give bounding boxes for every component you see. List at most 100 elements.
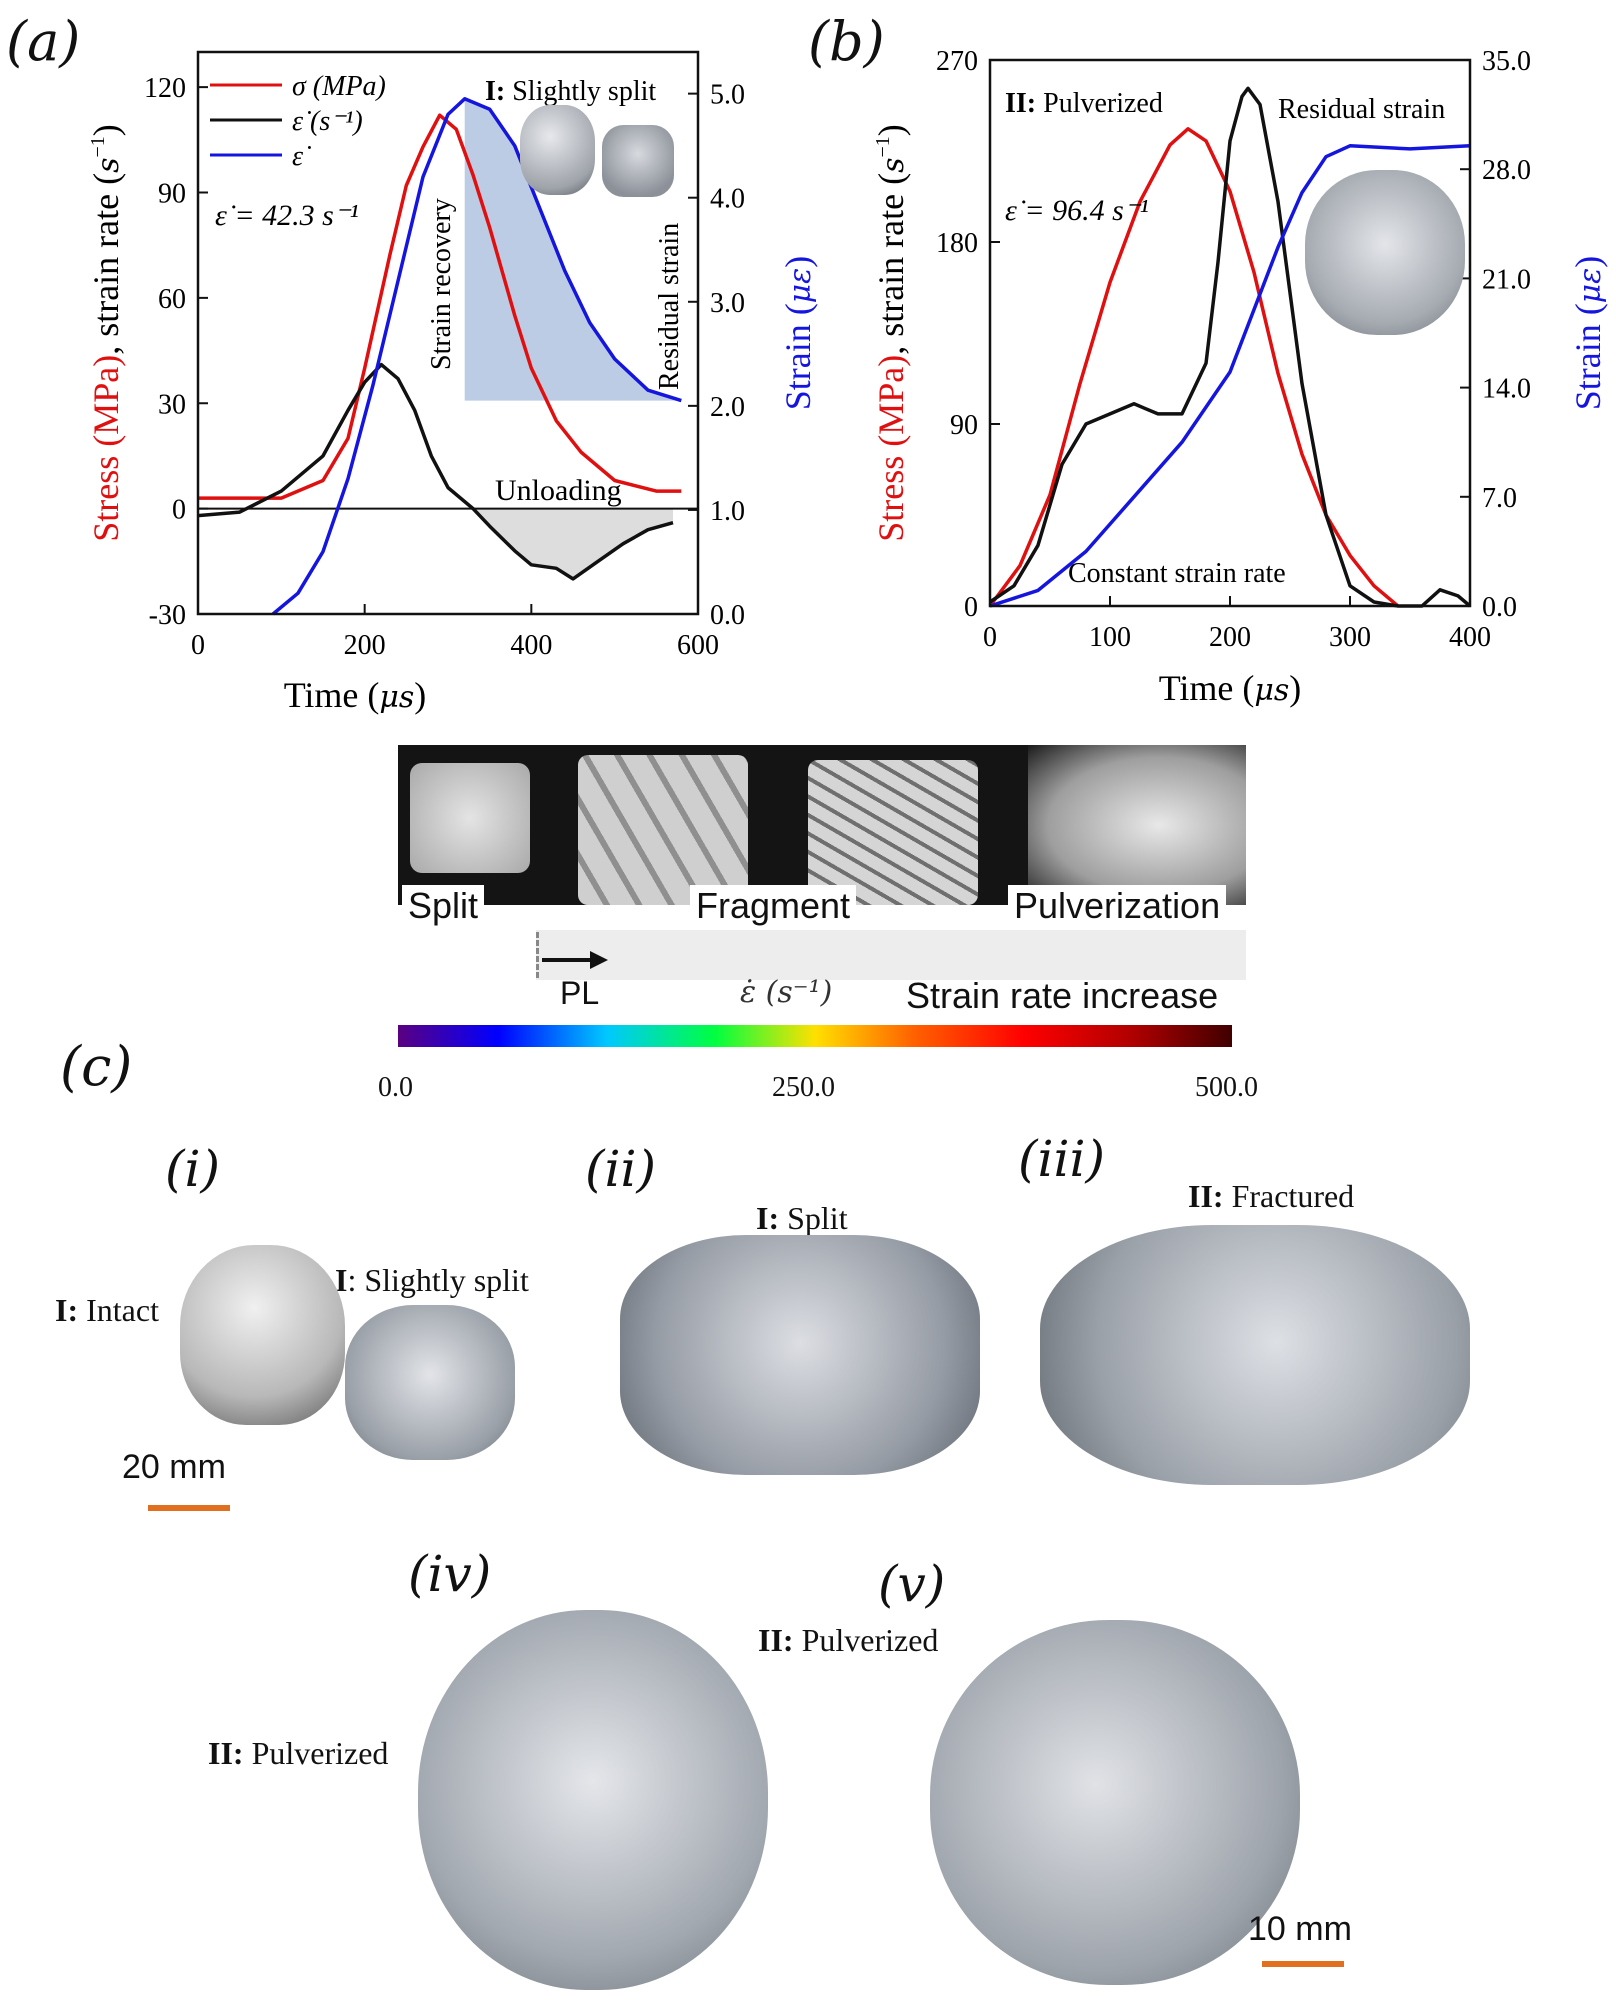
chart-b-xlabel: Time (μs) bbox=[1159, 668, 1302, 708]
chart-a-ylabel-right: Strain (με) bbox=[778, 256, 818, 411]
chart-b-ytick-right-1: 7.0 bbox=[1482, 483, 1517, 514]
scale-bar-20mm bbox=[148, 1505, 230, 1511]
legend-a-0: σ (MPa) bbox=[292, 71, 386, 102]
sample-i-caption-intact: I: Intact bbox=[55, 1292, 159, 1328]
sample-v-caption: II: Pulverized bbox=[758, 1622, 939, 1658]
chart-a-frame bbox=[196, 50, 700, 616]
sample-ii-label: (ii) bbox=[585, 1140, 656, 1198]
chart-a-ytick-5: 120 bbox=[144, 73, 186, 104]
scale-label-10mm: 10 mm bbox=[1248, 1910, 1352, 1948]
chart-a-series-2 bbox=[271, 97, 682, 616]
arrow-right-icon bbox=[542, 951, 608, 969]
inset-a-sample-image bbox=[520, 105, 680, 205]
chart-a-ytick-4: 90 bbox=[158, 179, 186, 210]
chart-b-ytick-0: 0 bbox=[964, 592, 978, 623]
chart-b: 0 100 200 300 400 0 90 180 270 0.0 7.0 14.0 21.0 28.0… bbox=[871, 46, 1608, 708]
strain-rate-increase-label: Strain rate increase bbox=[906, 975, 1219, 1016]
pl-label: PL bbox=[560, 975, 600, 1011]
legend-a-1: ε̇ (s⁻¹) bbox=[292, 106, 363, 137]
chart-a-xtick-0: 0 bbox=[191, 630, 205, 661]
chart-b-ytick-right-3: 21.0 bbox=[1482, 264, 1531, 295]
chart-a-xlabel: Time (μs) bbox=[284, 675, 427, 715]
chart-a-ytick-right-0: 0.0 bbox=[710, 600, 745, 631]
chart-a-xtick-3: 600 bbox=[677, 630, 719, 661]
sample-i-caption-split: I: Slightly split bbox=[335, 1262, 529, 1298]
chart-a-recovery: Strain recovery bbox=[426, 198, 457, 370]
chart-b-xtick-2: 200 bbox=[1209, 622, 1251, 653]
chart-a-state: I: Slightly split bbox=[485, 76, 656, 107]
sample-i-label: (i) bbox=[165, 1140, 221, 1198]
chart-b-residual: Residual strain bbox=[1278, 94, 1445, 125]
chart-a-ytick-right-4: 4.0 bbox=[710, 184, 745, 215]
chart-a-rate-annotation: ε̇ = 42.3 s⁻¹ bbox=[215, 199, 359, 232]
chart-b-state: II: Pulverized bbox=[1005, 88, 1163, 119]
chart-b-xtick-3: 300 bbox=[1329, 622, 1371, 653]
chart-b-xtick-1: 100 bbox=[1089, 622, 1131, 653]
sample-i-intact-image bbox=[180, 1245, 345, 1425]
chart-a-ylabel-left: Stress (MPa), strain rate (s−1) bbox=[86, 124, 126, 542]
panel-b-label: (b) bbox=[808, 10, 885, 73]
chart-a-xtick-2: 400 bbox=[510, 630, 552, 661]
rate-symbol: ε̇ (s⁻¹) bbox=[740, 975, 833, 1010]
chart-b-ytick-2: 180 bbox=[936, 228, 978, 259]
colorbar-tick-2: 500.0 bbox=[1195, 1072, 1258, 1103]
sample-iii-image bbox=[1040, 1225, 1470, 1485]
chart-a-ytick-right-2: 2.0 bbox=[710, 392, 745, 423]
chart-b-ylabel-right: Strain (με) bbox=[1568, 256, 1608, 411]
scale-label-20mm: 20 mm bbox=[122, 1448, 226, 1486]
chart-a-ytick-2: 30 bbox=[158, 389, 186, 420]
sample-iii-caption: II: Fractured bbox=[1188, 1178, 1355, 1214]
chart-b-ylabel-left: Stress (MPa), strain rate (s−1) bbox=[871, 124, 911, 542]
strip-label-pulverization: Pulverization bbox=[1008, 885, 1227, 927]
sample-i-split-image bbox=[345, 1305, 515, 1460]
chart-a-xtick-1: 200 bbox=[344, 630, 386, 661]
chart-a-ytick-right-3: 3.0 bbox=[710, 288, 745, 319]
chart-b-rate-annotation: ε̇ = 96.4 s⁻¹ bbox=[1005, 194, 1149, 227]
chart-a-ytick-right-1: 1.0 bbox=[710, 496, 745, 527]
chart-b-series-1 bbox=[989, 86, 1472, 608]
sample-iii-label: (iii) bbox=[1018, 1130, 1105, 1188]
sample-iv-image bbox=[418, 1610, 768, 1990]
chart-a-series-0 bbox=[198, 113, 682, 500]
strip-label-split: Split bbox=[402, 885, 485, 927]
unloading-region bbox=[473, 508, 673, 579]
pl-marker bbox=[536, 932, 542, 978]
inset-b-sample-image bbox=[1305, 170, 1465, 335]
colorbar-tick-0: 0.0 bbox=[378, 1072, 413, 1103]
chart-b-ytick-1: 90 bbox=[950, 410, 978, 441]
chart-b-xtick-4: 400 bbox=[1449, 622, 1491, 653]
panel-a-label: (a) bbox=[6, 10, 81, 73]
colorbar-tick-1: 250.0 bbox=[772, 1072, 835, 1103]
sample-iv-caption: II: Pulverized bbox=[208, 1735, 389, 1771]
chart-a-unloading: Unloading bbox=[495, 474, 622, 507]
chart-b-constant: Constant strain rate bbox=[1068, 558, 1286, 589]
chart-b-series-0 bbox=[988, 127, 1400, 608]
sample-iv-label: (iv) bbox=[408, 1545, 492, 1603]
sample-v-image bbox=[930, 1620, 1300, 1985]
panel-c-label: (c) bbox=[60, 1035, 133, 1098]
colorbar bbox=[398, 1025, 1232, 1047]
scale-bar-10mm bbox=[1262, 1961, 1344, 1967]
sample-v-label: (v) bbox=[878, 1555, 946, 1613]
legend-a-2: ε̇ bbox=[292, 141, 311, 172]
fragment-strip-image bbox=[398, 745, 1246, 905]
chart-a-ytick-right-5: 5.0 bbox=[710, 80, 745, 111]
chart-a-residual: Residual strain bbox=[654, 223, 685, 390]
chart-b-ytick-right-4: 28.0 bbox=[1482, 155, 1531, 186]
chart-a-ytick-0: -30 bbox=[149, 600, 186, 631]
chart-a-ytick-3: 60 bbox=[158, 284, 186, 315]
rate-bar bbox=[536, 930, 1246, 980]
chart-b-ytick-right-0: 0.0 bbox=[1482, 592, 1517, 623]
sample-ii-image bbox=[620, 1235, 980, 1475]
chart-b-ytick-3: 270 bbox=[936, 46, 978, 77]
chart-a-legend: σ (MPa) ε̇ (s⁻¹) ε̇ bbox=[210, 71, 386, 172]
chart-a-series-1 bbox=[197, 362, 674, 581]
chart-b-ytick-right-2: 14.0 bbox=[1482, 374, 1531, 405]
chart-a: 0 200 400 600-3003060901200.01.02.03.04.05.… bbox=[86, 50, 818, 715]
sample-ii-caption: I: Split bbox=[756, 1200, 848, 1236]
strip-label-fragment: Fragment bbox=[690, 885, 857, 927]
chart-b-xtick-0: 0 bbox=[983, 622, 997, 653]
chart-b-ytick-right-5: 35.0 bbox=[1482, 46, 1531, 77]
chart-a-ytick-1: 0 bbox=[172, 495, 186, 526]
chart-b-series-2 bbox=[989, 144, 1471, 608]
